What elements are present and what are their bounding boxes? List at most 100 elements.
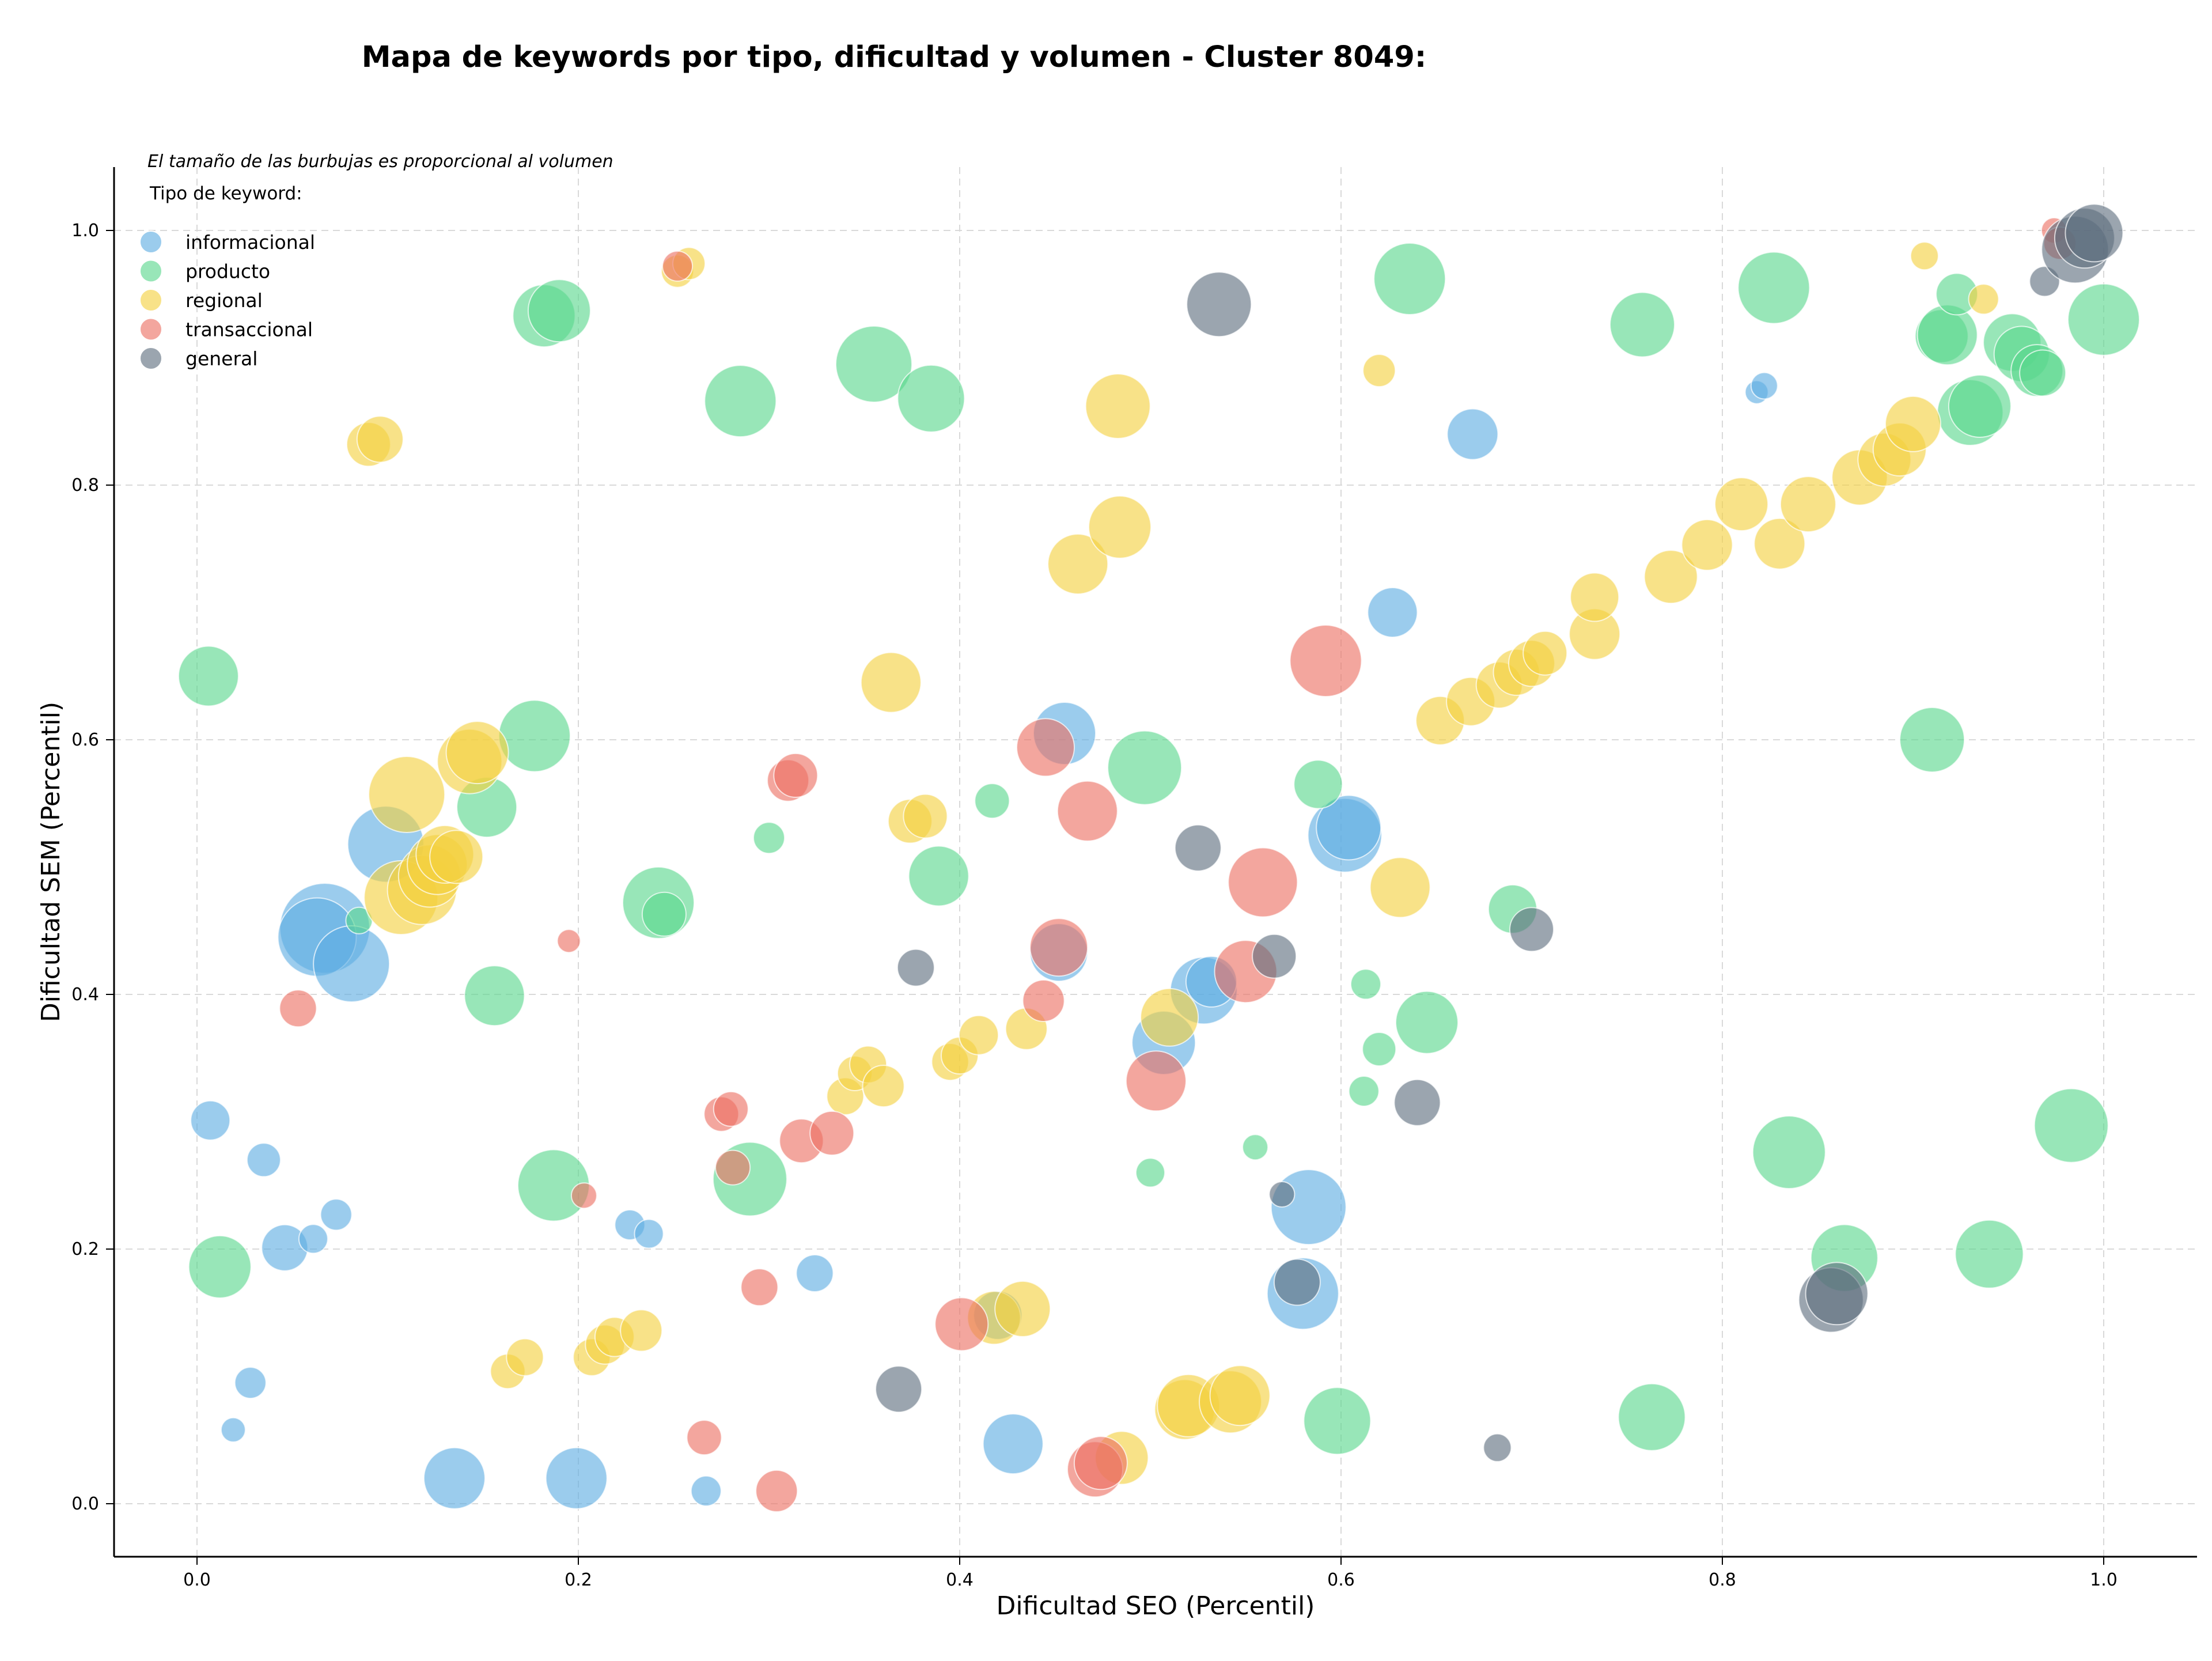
bubble-general	[2065, 203, 2124, 263]
bubble-general	[1393, 1079, 1441, 1126]
y-tick-label: 1.0	[71, 221, 99, 241]
x-tick-label: 0.0	[183, 1570, 211, 1590]
bubble-producto	[1752, 1115, 1826, 1189]
bubble-regional	[1362, 354, 1396, 388]
bubble-producto	[753, 822, 785, 854]
y-tick-label: 0.8	[71, 475, 99, 495]
bubble-informacional	[298, 1224, 328, 1254]
legend-marker-informacional	[139, 230, 162, 253]
bubble-regional	[959, 1015, 999, 1055]
bubble-regional	[1088, 495, 1152, 559]
bubble-regional	[1140, 987, 1199, 1047]
data-points	[177, 203, 2140, 1512]
bubble-producto	[1362, 1032, 1397, 1066]
y-tick-label: 0.0	[71, 1494, 99, 1514]
bubble-regional	[368, 756, 446, 833]
legend-marker-regional	[139, 289, 162, 312]
bubble-producto	[835, 326, 912, 403]
bubble-producto	[1107, 730, 1183, 805]
bubble-transaccional	[713, 1091, 749, 1127]
bubble-informacional	[1316, 794, 1382, 861]
bubble-producto	[1373, 243, 1446, 315]
bubble-regional	[1753, 517, 1806, 570]
bubble-producto	[1350, 968, 1381, 1000]
bubble-informacional	[234, 1367, 267, 1399]
bubble-transaccional	[556, 929, 581, 954]
bubble-regional	[860, 652, 922, 713]
legend-label-informacional: informacional	[185, 231, 315, 253]
legend-label-transaccional: transaccional	[185, 319, 313, 341]
size-note: El tamaño de las burbujas es proporciona…	[147, 152, 613, 172]
bubble-producto	[2033, 1088, 2109, 1163]
bubble-producto	[1618, 1383, 1686, 1451]
y-tick-label: 0.2	[71, 1239, 99, 1259]
x-tick-label: 0.4	[946, 1570, 974, 1590]
bubble-producto	[641, 891, 687, 937]
bubble-general	[1805, 1262, 1869, 1326]
legend-marker-producto	[139, 259, 162, 283]
bubble-general	[1174, 824, 1222, 872]
bubble-general	[1186, 271, 1252, 338]
bubble-transaccional	[1022, 979, 1065, 1022]
bubble-informacional	[246, 1142, 281, 1178]
bubble-transaccional	[740, 1268, 779, 1307]
legend: Tipo de keyword: informacional producto re…	[139, 183, 315, 370]
y-tick-label: 0.4	[71, 985, 99, 1005]
series-regional	[346, 241, 1999, 1485]
bubble-transaccional	[1056, 780, 1118, 842]
bubble-producto	[1916, 304, 1978, 366]
bubble-producto	[1293, 759, 1343, 809]
bubble-producto	[1395, 990, 1459, 1054]
bubble-informacional	[1367, 587, 1418, 638]
legend-label-producto: producto	[185, 260, 270, 283]
bubble-producto	[177, 645, 239, 707]
bubble-producto	[2067, 283, 2140, 356]
y-axis-label: Dificultad SEM (Percentil)	[36, 702, 66, 1022]
series-producto	[177, 243, 2140, 1455]
bubble-regional	[994, 1280, 1051, 1337]
bubble-general	[1252, 933, 1297, 979]
chart-title: Mapa de keywords por tipo, dificultad y …	[362, 40, 1426, 74]
bubble-producto	[498, 699, 571, 773]
bubble-informacional	[320, 1198, 353, 1231]
bubble-transaccional	[1029, 918, 1089, 977]
bubble-producto	[188, 1235, 252, 1299]
series-general	[875, 203, 2124, 1462]
bubble-regional	[506, 1338, 544, 1376]
bubble-transaccional	[570, 1182, 597, 1209]
bubble-informacional	[634, 1219, 664, 1249]
bubble-general	[1483, 1433, 1512, 1462]
bubble-informacional	[982, 1413, 1044, 1475]
bubble-informacional	[313, 925, 391, 1002]
bubble-transaccional	[1073, 1436, 1128, 1490]
bubble-regional	[1643, 550, 1698, 604]
legend-title: Tipo de keyword:	[149, 183, 302, 204]
legend-label-general: general	[185, 347, 257, 370]
bubble-general	[1268, 1181, 1296, 1208]
bubble-producto	[1948, 374, 2012, 438]
bubble-regional	[862, 1065, 905, 1108]
bubble-transaccional	[755, 1469, 798, 1512]
bubble-regional	[445, 721, 509, 785]
bubble-general	[1273, 1258, 1321, 1306]
bubble-general	[875, 1365, 923, 1413]
bubble-regional	[1085, 373, 1151, 439]
bubble-informacional	[1446, 408, 1499, 460]
x-tick-label: 0.8	[1709, 1570, 1736, 1590]
bubble-producto	[1135, 1157, 1165, 1188]
bubble-regional	[620, 1309, 663, 1352]
bubble-transaccional	[773, 752, 819, 798]
legend-label-regional: regional	[185, 289, 263, 312]
bubble-producto	[1348, 1076, 1380, 1107]
bubble-transaccional	[1289, 625, 1362, 697]
bubble-regional	[1047, 534, 1109, 595]
x-axis-label: Dificultad SEO (Percentil)	[997, 1591, 1315, 1621]
bubble-producto	[1303, 1387, 1372, 1455]
x-tick-label: 0.6	[1327, 1570, 1355, 1590]
x-ticks: 0.0 0.2 0.4 0.6 0.8 1.0	[183, 1557, 2118, 1590]
bubble-regional	[1910, 241, 1939, 271]
bubble-producto	[704, 365, 777, 438]
bubble-regional	[1714, 477, 1769, 532]
bubble-regional	[903, 793, 948, 839]
bubble-informacional	[1750, 372, 1778, 400]
